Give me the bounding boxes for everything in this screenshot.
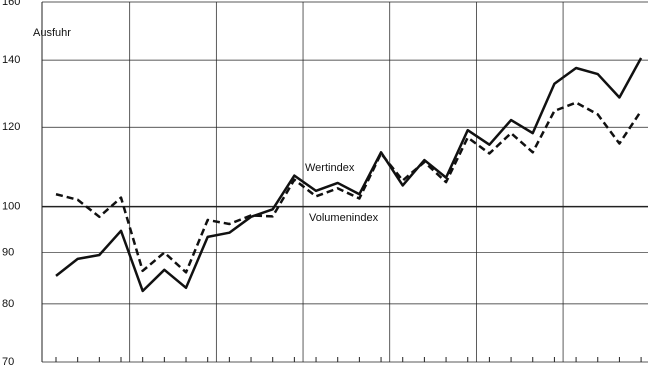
chart-title: Ausfuhr [33, 27, 71, 39]
y-tick-label: 160 [2, 0, 20, 8]
y-tick-label: 120 [2, 121, 20, 133]
series-label: Wertindex [305, 162, 355, 174]
data-line [55, 101, 643, 274]
y-tick-label: 80 [2, 298, 14, 310]
data-line [55, 57, 643, 293]
series-label: Volumenindex [309, 212, 379, 224]
y-tick-label: 70 [2, 356, 14, 368]
y-tick-label: 100 [2, 201, 20, 213]
y-tick-label: 90 [2, 246, 14, 258]
y-tick-label: 140 [2, 54, 20, 66]
